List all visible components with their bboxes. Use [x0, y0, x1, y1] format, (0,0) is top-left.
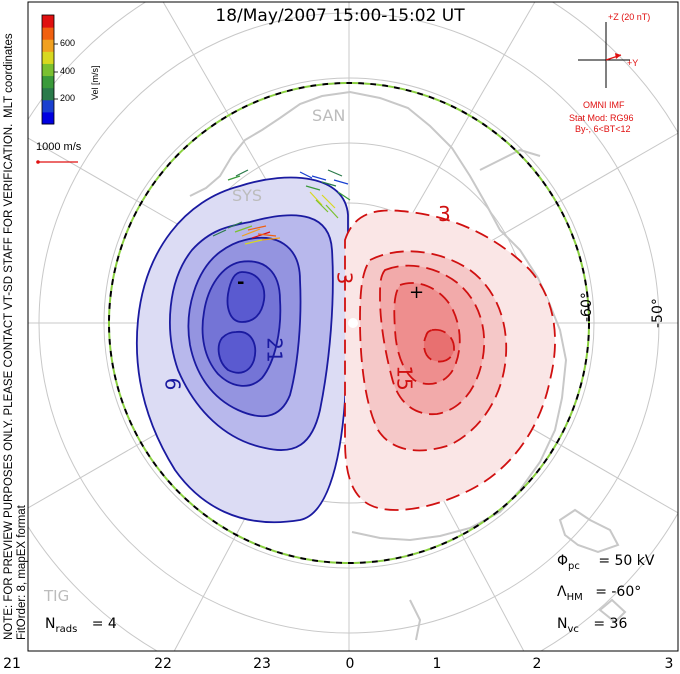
ref-vector-label: 1000 m/s: [36, 141, 82, 153]
x-tick-3: 3: [664, 656, 674, 672]
lat-label-50: -50°: [650, 298, 666, 328]
n-rads-value: = 4: [91, 616, 117, 632]
dawn-maximum-marker: +: [409, 282, 425, 303]
colorbar-segment: [42, 51, 54, 64]
n-rads-stat: Nrads = 4: [45, 616, 117, 635]
phi-pc-value: = 50 kV: [598, 553, 655, 569]
lambda-hm-stat: ΛHM = -60°: [557, 584, 641, 603]
ref-vector: [36, 160, 78, 164]
n-vc-value: = 36: [593, 616, 628, 632]
colorbar-segment: [42, 27, 54, 40]
phi-subscript: pc: [568, 560, 580, 572]
pole-marker: [348, 318, 358, 328]
x-tick-21: 21: [3, 656, 21, 672]
dawn-cell: [344, 209, 556, 511]
fit-order-note: FitOrder: 8, mapEX format: [16, 505, 28, 640]
imf-model: Stat Mod: RG96: [569, 113, 634, 123]
n-vc-stat: Nvc = 36: [557, 616, 627, 635]
colorbar-tick-200: 200: [60, 93, 76, 103]
imf-source: OMNI IMF: [583, 100, 625, 110]
colorbar-segment: [42, 63, 54, 77]
contour-label-dusk-21: 21: [262, 337, 287, 363]
dusk-minimum-marker: -: [237, 272, 245, 293]
lambda-hm-value: = -60°: [595, 584, 642, 600]
lambda-subscript: HM: [566, 591, 583, 603]
station-san: SAN: [312, 106, 346, 125]
contour-label-dawn-3b: 3: [332, 271, 357, 285]
colorbar-segment: [42, 99, 54, 113]
colorbar-title: Vel [m/s]: [90, 65, 100, 100]
x-tick-2: 2: [532, 656, 542, 672]
imf-y-label: +Y: [627, 58, 639, 68]
station-tig: TIG: [44, 587, 70, 605]
phi-pc-stat: Φpc = 50 kV: [557, 553, 654, 572]
colorbar-tick-400: 400: [60, 66, 76, 76]
plot-title: 18/May/2007 15:00-15:02 UT: [215, 6, 465, 26]
nrads-symbol: N: [45, 616, 56, 632]
imf-model-params: By-, 6<BT<12: [575, 124, 631, 134]
x-tick-23: 23: [253, 656, 271, 672]
x-tick-1: 1: [432, 656, 442, 672]
nvc-subscript: vc: [567, 623, 579, 635]
contour-label-dawn-15: 15: [392, 365, 417, 391]
colorbar: [41, 14, 58, 125]
dusk-cell: [135, 176, 349, 524]
plot-frame: [27, 1, 679, 652]
imf-z-label: +Z (20 nT): [608, 12, 651, 22]
colorbar-segment: [42, 15, 54, 28]
lat-label-60: -60°: [579, 292, 595, 322]
colorbar-frame: [41, 14, 55, 125]
preview-note: NOTE: FOR PREVIEW PURPOSES ONLY. PLEASE …: [3, 123, 15, 640]
colorbar-segment: [42, 111, 54, 125]
x-tick-0: 0: [345, 656, 355, 672]
x-tick-22: 22: [154, 656, 172, 672]
colorbar-segment: [42, 87, 54, 101]
nrads-subscript: rads: [55, 623, 78, 635]
colorbar-segment: [42, 75, 54, 89]
nvc-symbol: N: [557, 616, 568, 632]
station-sys: SYS: [232, 186, 263, 205]
contour-label-dawn-3a: 3: [438, 202, 451, 226]
imf-dial: [578, 22, 630, 88]
contour-label-dusk-6: 6: [160, 377, 185, 391]
coords-label: MLT coordinates: [3, 33, 15, 118]
lambda-symbol: Λ: [557, 584, 567, 600]
hm-boundary-green: [108, 82, 590, 564]
colorbar-tick-600: 600: [60, 38, 76, 48]
phi-symbol: Φ: [557, 553, 569, 569]
colorbar-segment: [42, 39, 54, 52]
velocity-vectors: [212, 169, 351, 245]
